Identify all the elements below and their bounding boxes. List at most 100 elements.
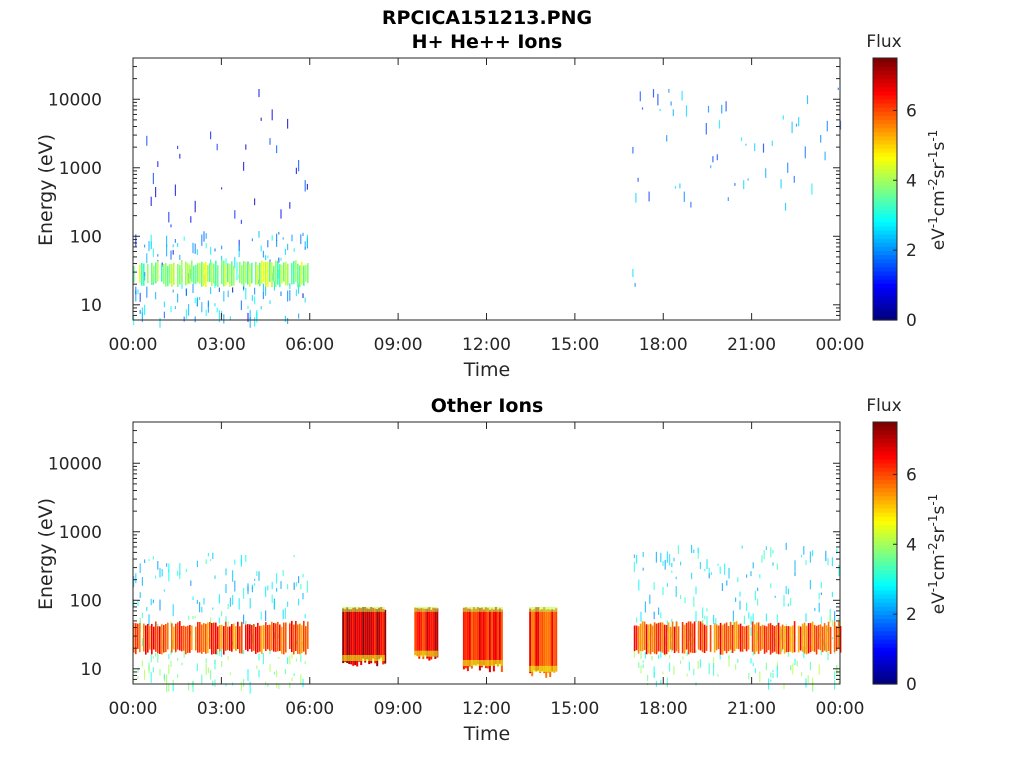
flux-streak (276, 587, 278, 592)
flux-streak (256, 665, 258, 669)
spectrogram-panel-1 (133, 87, 842, 328)
flux-bar (177, 264, 179, 287)
flux-streak (234, 580, 236, 592)
flux-streak (834, 611, 836, 622)
flux-streak (691, 544, 693, 554)
flux-bar (193, 265, 195, 284)
flux-bar (773, 626, 776, 652)
flux-bar (299, 623, 301, 655)
flux-streak (289, 202, 291, 209)
colorbar-swatch (873, 70, 897, 75)
flux-streak (245, 288, 247, 300)
flux-streak (152, 599, 154, 604)
flux-streak (276, 240, 278, 247)
flux-bar (424, 608, 427, 656)
x-tick-label: 06:00 (285, 699, 334, 719)
flux-bar (657, 623, 660, 652)
x-tick-label: 21:00 (727, 699, 776, 719)
colorbar-swatch (873, 172, 897, 178)
flux-streak (772, 550, 774, 554)
flux-streak (673, 665, 675, 675)
colorbar-swatch (873, 512, 897, 517)
flux-bar (165, 624, 167, 652)
flux-edge-top (462, 606, 503, 612)
flux-streak (148, 665, 150, 674)
flux-bar (649, 623, 652, 655)
flux-streak (210, 559, 212, 562)
flux-streak (754, 668, 756, 673)
flux-region-5 (635, 87, 842, 211)
flux-streak (659, 108, 661, 112)
flux-bar (765, 626, 768, 653)
flux-streak (287, 243, 289, 251)
flux-streak (282, 609, 284, 620)
colorbar-swatch (873, 283, 897, 288)
flux-streak (298, 576, 300, 584)
flux-edge-bottom (414, 650, 438, 657)
flux-bar (470, 609, 473, 669)
flux-bar (197, 621, 199, 653)
flux-bar (291, 620, 293, 653)
flux-streak (776, 665, 778, 678)
flux-streak (168, 569, 170, 582)
flux-streak (223, 291, 225, 302)
flux-streak (221, 255, 223, 265)
flux-streak (827, 652, 829, 661)
flux-bar (725, 622, 728, 654)
flux-streak (159, 668, 161, 676)
flux-streak (141, 660, 143, 667)
flux-streak (675, 576, 677, 580)
flux-bar (203, 623, 205, 652)
flux-streak (276, 145, 278, 154)
flux-bar (344, 608, 347, 663)
flux-streak (210, 287, 212, 294)
flux-streak (179, 572, 181, 579)
flux-streak (718, 120, 721, 129)
flux-streak (284, 607, 286, 619)
flux-bar (197, 263, 199, 283)
flux-bar (541, 609, 544, 672)
flux-streak (765, 168, 767, 178)
colorbar-swatch (873, 442, 897, 448)
flux-bar (303, 620, 305, 652)
flux-streak (155, 187, 157, 198)
flux-streak (662, 671, 664, 675)
flux-bar (147, 263, 149, 284)
flux-streak (181, 662, 183, 666)
colorbar-swatch (873, 524, 897, 530)
flux-bar (781, 624, 784, 650)
flux-bar (213, 263, 215, 284)
flux-bar (360, 608, 363, 665)
flux-streak (163, 589, 165, 592)
flux-bar (817, 624, 820, 650)
flux-streak (739, 600, 741, 610)
flux-streak (152, 667, 154, 673)
flux-streak (199, 296, 201, 300)
flux-bar (231, 624, 233, 652)
flux-streak (172, 289, 174, 293)
flux-streak (737, 577, 739, 583)
flux-streak (269, 300, 271, 304)
colorbar-swatch (873, 123, 897, 129)
flux-bar (753, 624, 756, 655)
flux-bar (143, 263, 145, 286)
flux-streak (172, 679, 174, 686)
y-tick-label: 100 (70, 227, 102, 247)
flux-bar (251, 262, 253, 284)
colorbar-swatch (873, 213, 897, 219)
flux-bar (699, 621, 702, 651)
flux-bar (484, 607, 487, 669)
flux-streak (152, 556, 154, 560)
flux-streak (704, 569, 706, 572)
flux-bar (233, 623, 235, 649)
flux-streak (225, 568, 227, 576)
flux-bar (301, 261, 303, 285)
flux-streak (221, 611, 223, 617)
colorbar-swatch (873, 581, 897, 587)
flux-streak (838, 617, 840, 620)
flux-bar (211, 262, 213, 287)
flux-streak (660, 552, 662, 563)
flux-bar (297, 263, 299, 288)
flux-bar (239, 626, 241, 654)
colorbar-swatch (873, 618, 897, 624)
